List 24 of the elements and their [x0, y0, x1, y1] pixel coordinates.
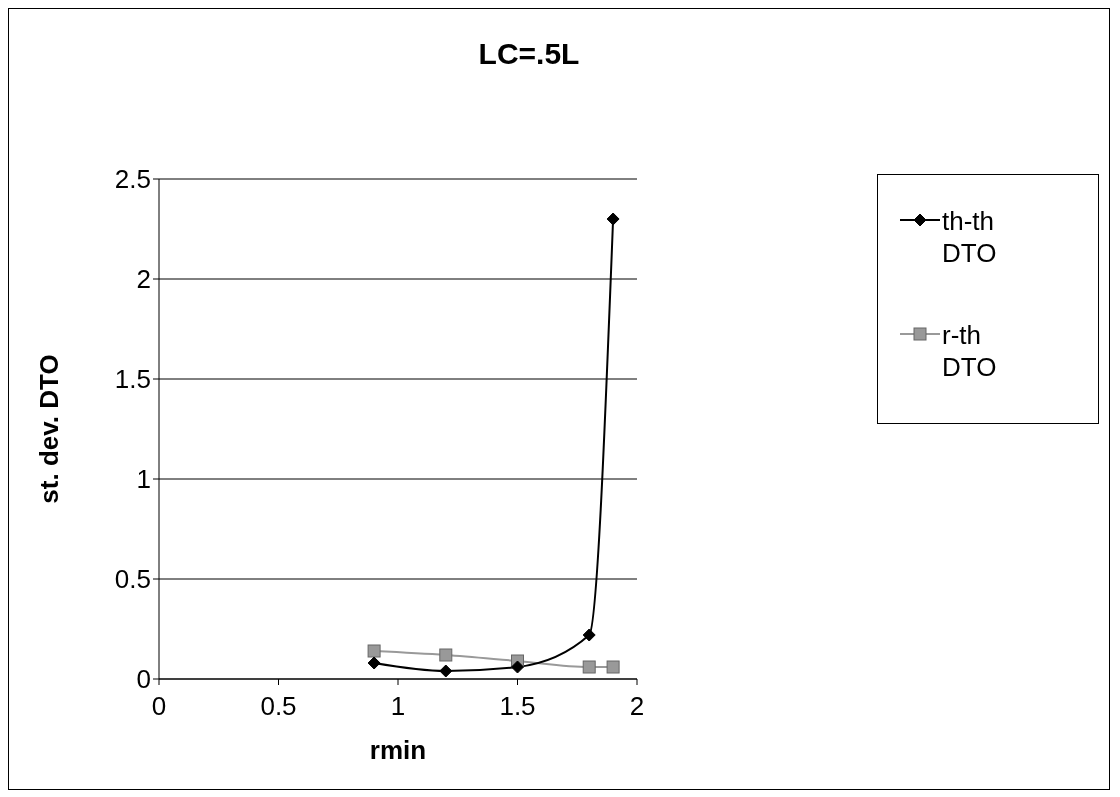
point: [367, 644, 381, 658]
x-axis-title: rmin: [369, 735, 427, 765]
y-tick-label: 0: [136, 664, 151, 695]
y-tick-label: 1: [136, 464, 151, 495]
y-tick-label: 2.5: [114, 164, 151, 195]
x-tick-label: 1.5: [499, 691, 536, 722]
chart-title: LC=.5L: [477, 37, 581, 71]
y-tick-label: 0.5: [114, 564, 151, 595]
y-axis-title: st. dev. DTO: [34, 354, 65, 504]
point: [439, 648, 453, 662]
x-tick-label: 1: [390, 691, 406, 722]
point: [439, 664, 453, 678]
y-tick-label: 1.5: [114, 364, 151, 395]
legend-label: r-th DTO: [942, 319, 998, 383]
x-tick-label: 0.5: [260, 691, 297, 722]
point: [606, 660, 620, 674]
point: [511, 660, 524, 674]
point: [582, 660, 596, 674]
y-tick-label: 2: [136, 264, 151, 295]
legend-label: th-th DTO: [942, 205, 998, 269]
x-tick-label: 2: [629, 691, 645, 722]
point: [582, 628, 596, 642]
point: [367, 656, 381, 670]
point: [606, 212, 620, 226]
